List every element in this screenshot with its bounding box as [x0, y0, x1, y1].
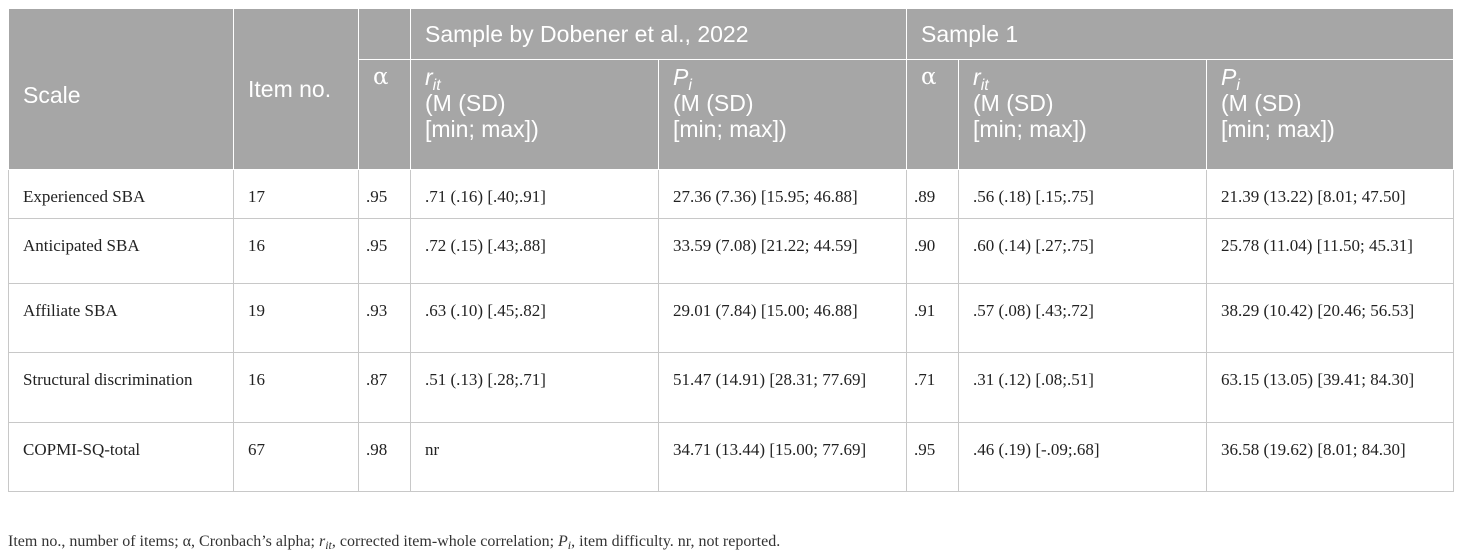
pi-subscript: i [688, 77, 692, 94]
rit-subscript: it [980, 77, 989, 94]
footnote-rit-symbol: r [318, 533, 326, 550]
rit-symbol: r [973, 64, 981, 90]
stat-line-2: [min; max]) [673, 116, 787, 142]
header-alpha-2: α [906, 59, 960, 170]
pi-symbol: P [673, 64, 689, 90]
cell-rit-2: .60 (.14) [.27;.75] [958, 218, 1207, 284]
stat-line-1: (M (SD) [425, 90, 506, 116]
cell-alpha-1: .95 [358, 169, 411, 219]
cell-scale: Experienced SBA [8, 169, 234, 219]
header-pi-1: Pi (M (SD) [min; max]) [657, 59, 908, 170]
cell-pi-1: 29.01 (7.84) [15.00; 46.88] [657, 283, 907, 353]
cell-pi-2: 21.39 (13.22) [8.01; 47.50] [1206, 169, 1455, 219]
cell-pi-2: 38.29 (10.42) [20.46; 56.53] [1206, 283, 1455, 353]
cell-alpha-2: .89 [906, 169, 959, 219]
cell-items: 16 [233, 352, 359, 423]
cell-scale: COPMI-SQ-total [8, 422, 234, 492]
cell-rit-2: .31 (.12) [.08;.51] [958, 352, 1207, 423]
header-row-1: Scale Item no. Sample by Dobener et al.,… [8, 8, 1455, 170]
footnote-pi-symbol: P [558, 533, 568, 550]
cell-scale: Anticipated SBA [8, 218, 234, 284]
cell-scale: Affiliate SBA [8, 283, 234, 353]
footnote-text: , corrected item-whole correlation; [331, 533, 559, 550]
header-pi-2: Pi (M (SD) [min; max]) [1206, 59, 1455, 170]
stat-line-1: (M (SD) [1221, 90, 1302, 116]
cell-rit-2: .56 (.18) [.15;.75] [958, 169, 1207, 219]
cell-pi-1: 34.71 (13.44) [15.00; 77.69] [657, 422, 907, 492]
cell-rit-1: .51 (.13) [.28;.71] [410, 352, 659, 423]
footnote-rit-subscript: it [325, 538, 332, 552]
header-rit-2: rit (M (SD) [min; max]) [958, 59, 1208, 170]
cell-pi-1: 27.36 (7.36) [15.95; 46.88] [657, 169, 907, 219]
stat-line-2: [min; max]) [973, 116, 1087, 142]
table-footnote: Item no., number of items; α, Cronbach’s… [8, 533, 1453, 551]
pi-subscript: i [1236, 77, 1240, 94]
rit-subscript: it [432, 77, 441, 94]
footnote-text: Item no., number of items; α, Cronbach’s… [8, 533, 319, 550]
header-group-sample1: Sample 1 [906, 8, 1455, 60]
cell-alpha-2: .91 [906, 283, 959, 353]
header-row-2: α rit (M (SD) [min; max]) Pi (M (SD) [mi… [9, 59, 1455, 170]
cell-alpha-1: .98 [358, 422, 411, 492]
reliability-table: Scale Item no. Sample by Dobener et al.,… [8, 8, 1455, 492]
table-row: Experienced SBA 17 .95 .71 (.16) [.40;.9… [8, 169, 1455, 219]
header-group-dobener: Sample by Dobener et al., 2022 [409, 8, 908, 60]
pi-symbol: P [1221, 64, 1237, 90]
header-scale: Scale [8, 8, 234, 170]
header-item-no: Item no. [233, 8, 359, 170]
cell-items: 19 [233, 283, 359, 353]
header-alpha-1: α [358, 59, 411, 170]
cell-items: 16 [233, 218, 359, 284]
cell-rit-2: .46 (.19) [-.09;.68] [958, 422, 1207, 492]
cell-alpha-2: .90 [906, 218, 959, 284]
table-row: COPMI-SQ-total 67 .98 nr 34.71 (13.44) [… [8, 422, 1455, 492]
cell-rit-1: .71 (.16) [.40;.91] [410, 169, 659, 219]
cell-alpha-1: .87 [358, 352, 411, 423]
table-row: Anticipated SBA 16 .95 .72 (.15) [.43;.8… [8, 218, 1455, 284]
cell-items: 17 [233, 169, 359, 219]
cell-alpha-2: .71 [906, 352, 959, 423]
cell-alpha-2: .95 [906, 422, 959, 492]
cell-pi-2: 25.78 (11.04) [11.50; 45.31] [1206, 218, 1455, 284]
table-row: Affiliate SBA 19 .93 .63 (.10) [.45;.82]… [8, 283, 1455, 353]
cell-pi-1: 33.59 (7.08) [21.22; 44.59] [657, 218, 907, 284]
footnote-text: , item difficulty. nr, not reported. [571, 533, 781, 550]
stat-line-2: [min; max]) [425, 116, 539, 142]
cell-pi-1: 51.47 (14.91) [28.31; 77.69] [657, 352, 907, 423]
cell-rit-2: .57 (.08) [.43;.72] [958, 283, 1207, 353]
table-row: Structural discrimination 16 .87 .51 (.1… [8, 352, 1455, 423]
header-empty-1 [358, 8, 411, 60]
rit-symbol: r [425, 64, 433, 90]
cell-rit-1: .63 (.10) [.45;.82] [410, 283, 659, 353]
cell-alpha-1: .93 [358, 283, 411, 353]
cell-items: 67 [233, 422, 359, 492]
stat-line-1: (M (SD) [673, 90, 754, 116]
stat-line-2: [min; max]) [1221, 116, 1335, 142]
stat-line-1: (M (SD) [973, 90, 1054, 116]
cell-scale: Structural discrimination [8, 352, 234, 423]
header-rit-1: rit (M (SD) [min; max]) [410, 59, 659, 170]
cell-rit-1: .72 (.15) [.43;.88] [410, 218, 659, 284]
cell-pi-2: 36.58 (19.62) [8.01; 84.30] [1206, 422, 1455, 492]
footnote-pi-subscript: i [567, 538, 572, 552]
cell-pi-2: 63.15 (13.05) [39.41; 84.30] [1206, 352, 1455, 423]
cell-rit-1: nr [410, 422, 659, 492]
table-container: Scale Item no. Sample by Dobener et al.,… [8, 8, 1455, 492]
cell-alpha-1: .95 [358, 218, 411, 284]
